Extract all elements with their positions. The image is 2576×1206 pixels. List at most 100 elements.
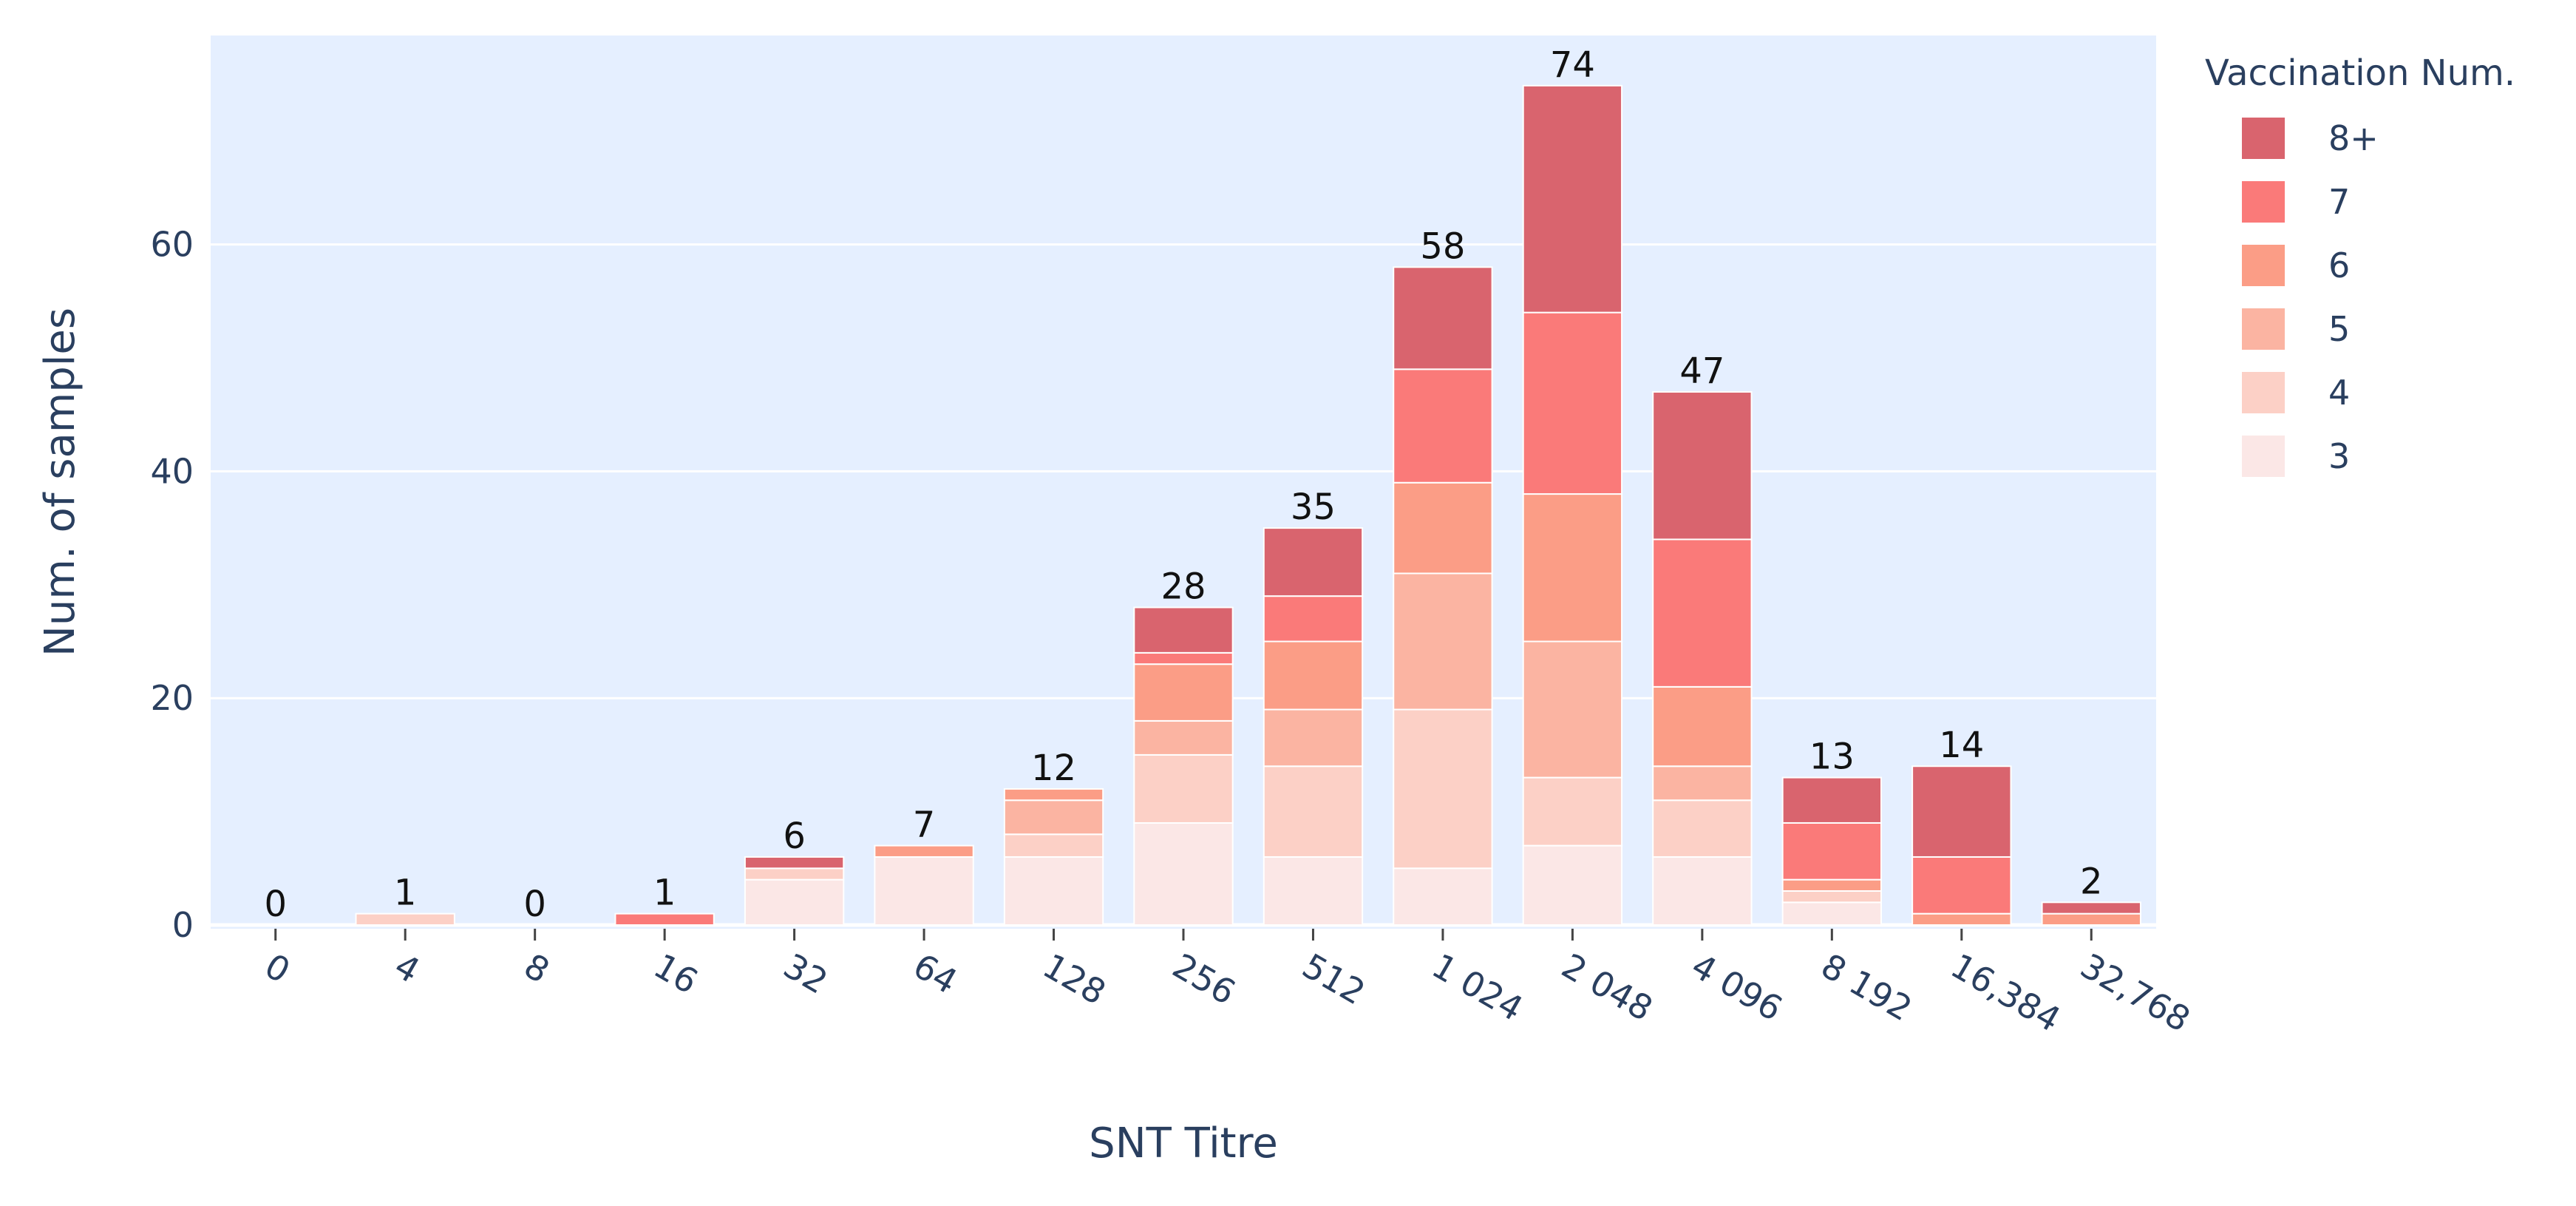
bar-segment — [1133, 821, 1234, 926]
y-tick-label: 0 — [172, 905, 194, 945]
x-tick-label: 8 — [517, 946, 556, 991]
bar-total-label: 0 — [523, 884, 546, 925]
bar-segment — [1522, 493, 1623, 643]
bar-segment — [1262, 765, 1364, 858]
bar-segment — [1262, 527, 1364, 597]
x-tick-label: 8 192 — [1815, 946, 1919, 1029]
legend-swatch — [2242, 181, 2285, 223]
bar-segment — [1911, 765, 2012, 858]
x-axis-title: SNT Titre — [1089, 1119, 1278, 1168]
bar-segment — [1393, 867, 1493, 926]
bar-total-label: 1 — [653, 873, 676, 914]
bar-segment — [1003, 856, 1104, 926]
bar-segment — [744, 867, 845, 881]
bar-segment — [1262, 640, 1364, 711]
bar-segment — [1262, 708, 1364, 768]
bar-segment — [1522, 84, 1623, 314]
legend-label: 7 — [2328, 182, 2350, 222]
legend-title: Vaccination Num. — [2205, 52, 2515, 94]
bar-segment — [1781, 901, 1883, 926]
bar-total-label: 74 — [1550, 44, 1595, 86]
bar-segment — [1522, 311, 1623, 495]
bar-total-label: 28 — [1160, 566, 1206, 607]
bar-segment — [1393, 266, 1493, 370]
bar-segment — [1393, 368, 1493, 484]
legend-swatch — [2242, 245, 2285, 286]
legend-swatch — [2242, 308, 2285, 350]
bar-segment — [1911, 856, 2012, 915]
bar-total-label: 7 — [913, 804, 936, 846]
x-tick-label: 4 096 — [1685, 946, 1789, 1029]
x-tick-label: 4 — [388, 946, 426, 991]
bar-segment — [1781, 890, 1883, 904]
x-tick-label: 1 024 — [1425, 946, 1529, 1029]
bar-segment — [744, 878, 845, 926]
bar-segment — [1393, 708, 1493, 870]
bar-total-label: 14 — [1939, 725, 1984, 766]
legend-swatch — [2242, 118, 2285, 159]
bar-segment — [1522, 844, 1623, 926]
bar-total-label: 58 — [1420, 226, 1465, 267]
legend-swatch — [2242, 372, 2285, 413]
bar-segment — [1652, 856, 1753, 926]
bar-segment — [1781, 776, 1883, 824]
x-tick-label: 0 — [258, 946, 296, 991]
bar-total-label: 35 — [1291, 487, 1336, 528]
x-axis-ticks: 0 4 8 16 32 64 128 256 512 1 024 2 048 4 096 8 192 16… — [258, 929, 2197, 1040]
legend-label: 3 — [2328, 436, 2350, 476]
bar-segment — [744, 856, 845, 870]
bar-segment — [1133, 719, 1234, 756]
x-tick-label: 16,384 — [1944, 946, 2067, 1040]
bar-segment — [1133, 663, 1234, 722]
legend-swatch — [2242, 436, 2285, 477]
bar-total-label: 12 — [1031, 748, 1076, 789]
x-tick-label: 128 — [1036, 946, 1112, 1013]
bar-segment — [1003, 799, 1104, 836]
y-tick-label: 40 — [150, 451, 194, 491]
bar-segment — [614, 912, 715, 926]
bar-segment — [1781, 878, 1883, 892]
total-labels: 0 1 0 1 6 7 12 28 35 58 74 47 13 14 2 — [264, 44, 2102, 925]
legend: Vaccination Num. 8+ 7 6 5 4 3 — [2205, 52, 2515, 477]
bar-segment — [874, 844, 974, 858]
x-tick-label: 64 — [907, 946, 965, 1002]
bar-segment — [1652, 799, 1753, 858]
bar-total-label: 0 — [264, 884, 287, 925]
y-tick-label: 60 — [150, 225, 194, 265]
bar-segment — [1911, 912, 2012, 926]
x-tick-label: 32,768 — [2074, 946, 2197, 1040]
bar-segment — [1781, 821, 1883, 881]
legend-label: 5 — [2328, 309, 2350, 349]
x-tick-label: 512 — [1296, 946, 1372, 1013]
x-tick-label: 16 — [648, 946, 705, 1002]
x-tick-label: 2 048 — [1555, 946, 1659, 1029]
y-tick-label: 20 — [150, 678, 194, 718]
bar-segment — [1652, 538, 1753, 688]
bar-segment — [1652, 685, 1753, 768]
bar-segment — [1133, 753, 1234, 824]
x-tick-label: 256 — [1166, 946, 1243, 1013]
bar-segment — [1262, 595, 1364, 643]
x-tick-label: 32 — [777, 946, 835, 1002]
bar-segment — [1133, 651, 1234, 665]
bar-segment — [1522, 640, 1623, 779]
bar-total-label: 13 — [1809, 736, 1855, 778]
bar-segment — [874, 856, 974, 926]
bar-segment — [1393, 481, 1493, 575]
bar-segment — [1652, 391, 1753, 541]
bar-total-label: 47 — [1679, 350, 1724, 392]
bar-segment — [2041, 912, 2141, 926]
bar-segment — [1393, 572, 1493, 711]
legend-label: 6 — [2328, 245, 2350, 285]
bar-segment — [1003, 833, 1104, 858]
bar-total-label: 6 — [783, 816, 806, 857]
bar-segment — [1652, 765, 1753, 802]
y-axis-ticks: 0 20 40 60 — [150, 225, 194, 945]
bar-total-label: 1 — [394, 873, 417, 914]
bars — [355, 84, 2141, 926]
bar-segment — [355, 912, 455, 926]
bar-segment — [1133, 606, 1234, 654]
bar-segment — [1003, 787, 1104, 802]
y-axis-title: Num. of samples — [36, 308, 84, 657]
bar-segment — [1522, 776, 1623, 847]
